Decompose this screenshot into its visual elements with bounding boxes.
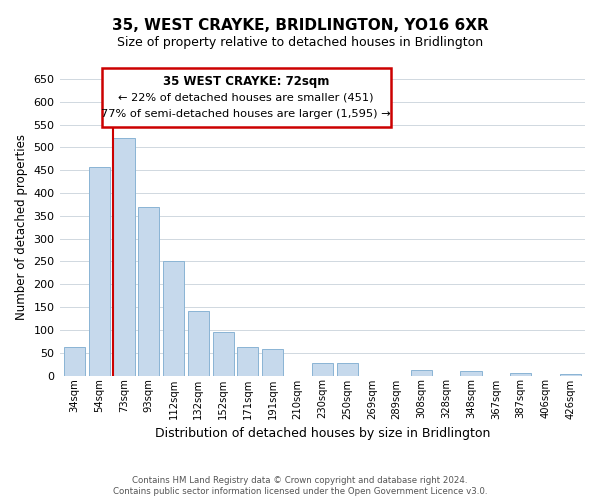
Text: Contains public sector information licensed under the Open Government Licence v3: Contains public sector information licen… (113, 488, 487, 496)
Bar (188, 310, 209, 376)
Bar (510, 373, 531, 376)
Bar (64, 347, 85, 376)
Bar (238, 347, 259, 376)
Y-axis label: Number of detached properties: Number of detached properties (15, 134, 28, 320)
Text: 35 WEST CRAYKE: 72sqm: 35 WEST CRAYKE: 72sqm (163, 75, 329, 88)
FancyBboxPatch shape (101, 68, 391, 127)
Bar (411, 370, 432, 376)
X-axis label: Distribution of detached houses by size in Bridlington: Distribution of detached houses by size … (155, 427, 490, 440)
Bar (262, 349, 283, 376)
Bar (163, 262, 184, 376)
Bar (138, 206, 160, 376)
Bar (337, 362, 358, 376)
Bar (89, 166, 110, 376)
Text: 77% of semi-detached houses are larger (1,595) →: 77% of semi-detached houses are larger (… (101, 108, 391, 118)
Text: Contains HM Land Registry data © Crown copyright and database right 2024.: Contains HM Land Registry data © Crown c… (132, 476, 468, 485)
Bar (312, 362, 333, 376)
Text: 35, WEST CRAYKE, BRIDLINGTON, YO16 6XR: 35, WEST CRAYKE, BRIDLINGTON, YO16 6XR (112, 18, 488, 32)
Text: Size of property relative to detached houses in Bridlington: Size of property relative to detached ho… (117, 36, 483, 49)
Bar (212, 332, 233, 376)
Text: ← 22% of detached houses are smaller (451): ← 22% of detached houses are smaller (45… (118, 92, 374, 102)
Bar (460, 371, 482, 376)
Bar (113, 138, 134, 376)
Bar (560, 374, 581, 376)
